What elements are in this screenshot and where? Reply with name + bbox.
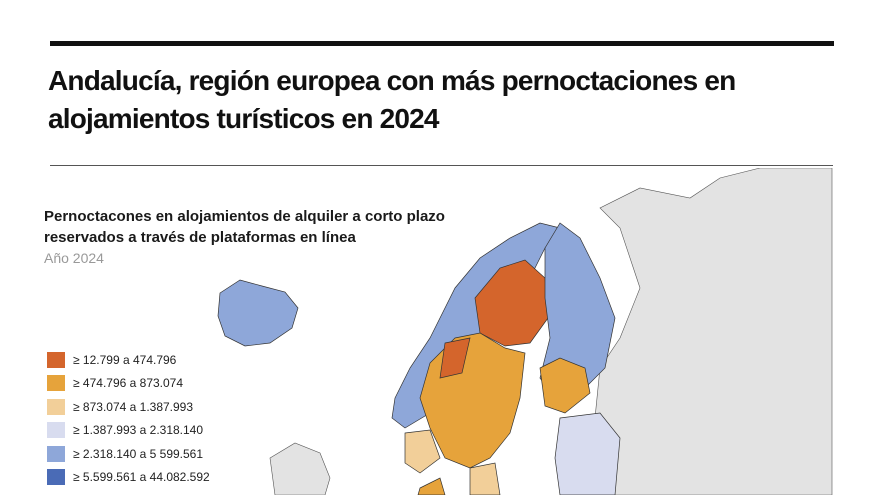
legend-item: ≥ 5.599.561 a 44.082.592 [47, 466, 210, 490]
rule [50, 165, 833, 166]
top-rule [50, 41, 834, 46]
map-year: Año 2024 [44, 250, 104, 266]
legend-label: ≥ 474.796 a 873.074 [73, 376, 184, 391]
legend-item: ≥ 873.074 a 1.387.993 [47, 395, 210, 419]
region-iceland [217, 279, 299, 347]
map [217, 168, 833, 495]
region-south-finland [539, 357, 591, 414]
legend-swatch [47, 469, 65, 486]
legend-label: ≥ 5.599.561 a 44.082.592 [73, 470, 210, 485]
legend-label: ≥ 1.387.993 a 2.318.140 [73, 423, 204, 438]
region-denmark [417, 477, 446, 495]
region-baltics [554, 412, 621, 495]
region-south-sweden [469, 462, 501, 495]
legend-swatch [47, 375, 65, 392]
legend-swatch [47, 398, 65, 415]
legend-item: ≥ 1.387.993 a 2.318.140 [47, 419, 210, 443]
legend-item: ≥ 2.318.140 a 5 599.561 [47, 442, 210, 466]
region-south-norway [404, 429, 441, 474]
map-subtitle: Pernoctacones en alojamientos de alquile… [44, 208, 445, 246]
legend-swatch [47, 422, 65, 439]
legend-swatch [47, 445, 65, 462]
legend-item: ≥ 474.796 a 873.074 [47, 372, 210, 396]
legend: ≥ 12.799 a 474.796 ≥ 474.796 a 873.074 ≥ 8… [47, 348, 210, 489]
legend-label: ≥ 12.799 a 474.796 [73, 352, 177, 367]
land-russia [594, 168, 833, 495]
title: Andalucía, región europea con más pernoc… [48, 65, 736, 134]
legend-swatch [47, 351, 65, 368]
legend-label: ≥ 2.318.140 a 5 599.561 [73, 446, 204, 461]
legend-item: ≥ 12.799 a 474.796 [47, 348, 210, 372]
legend-label: ≥ 873.074 a 1.387.993 [73, 399, 194, 414]
region-finland [539, 222, 616, 399]
region-central-norway [439, 337, 471, 379]
land-scotland [269, 442, 331, 495]
